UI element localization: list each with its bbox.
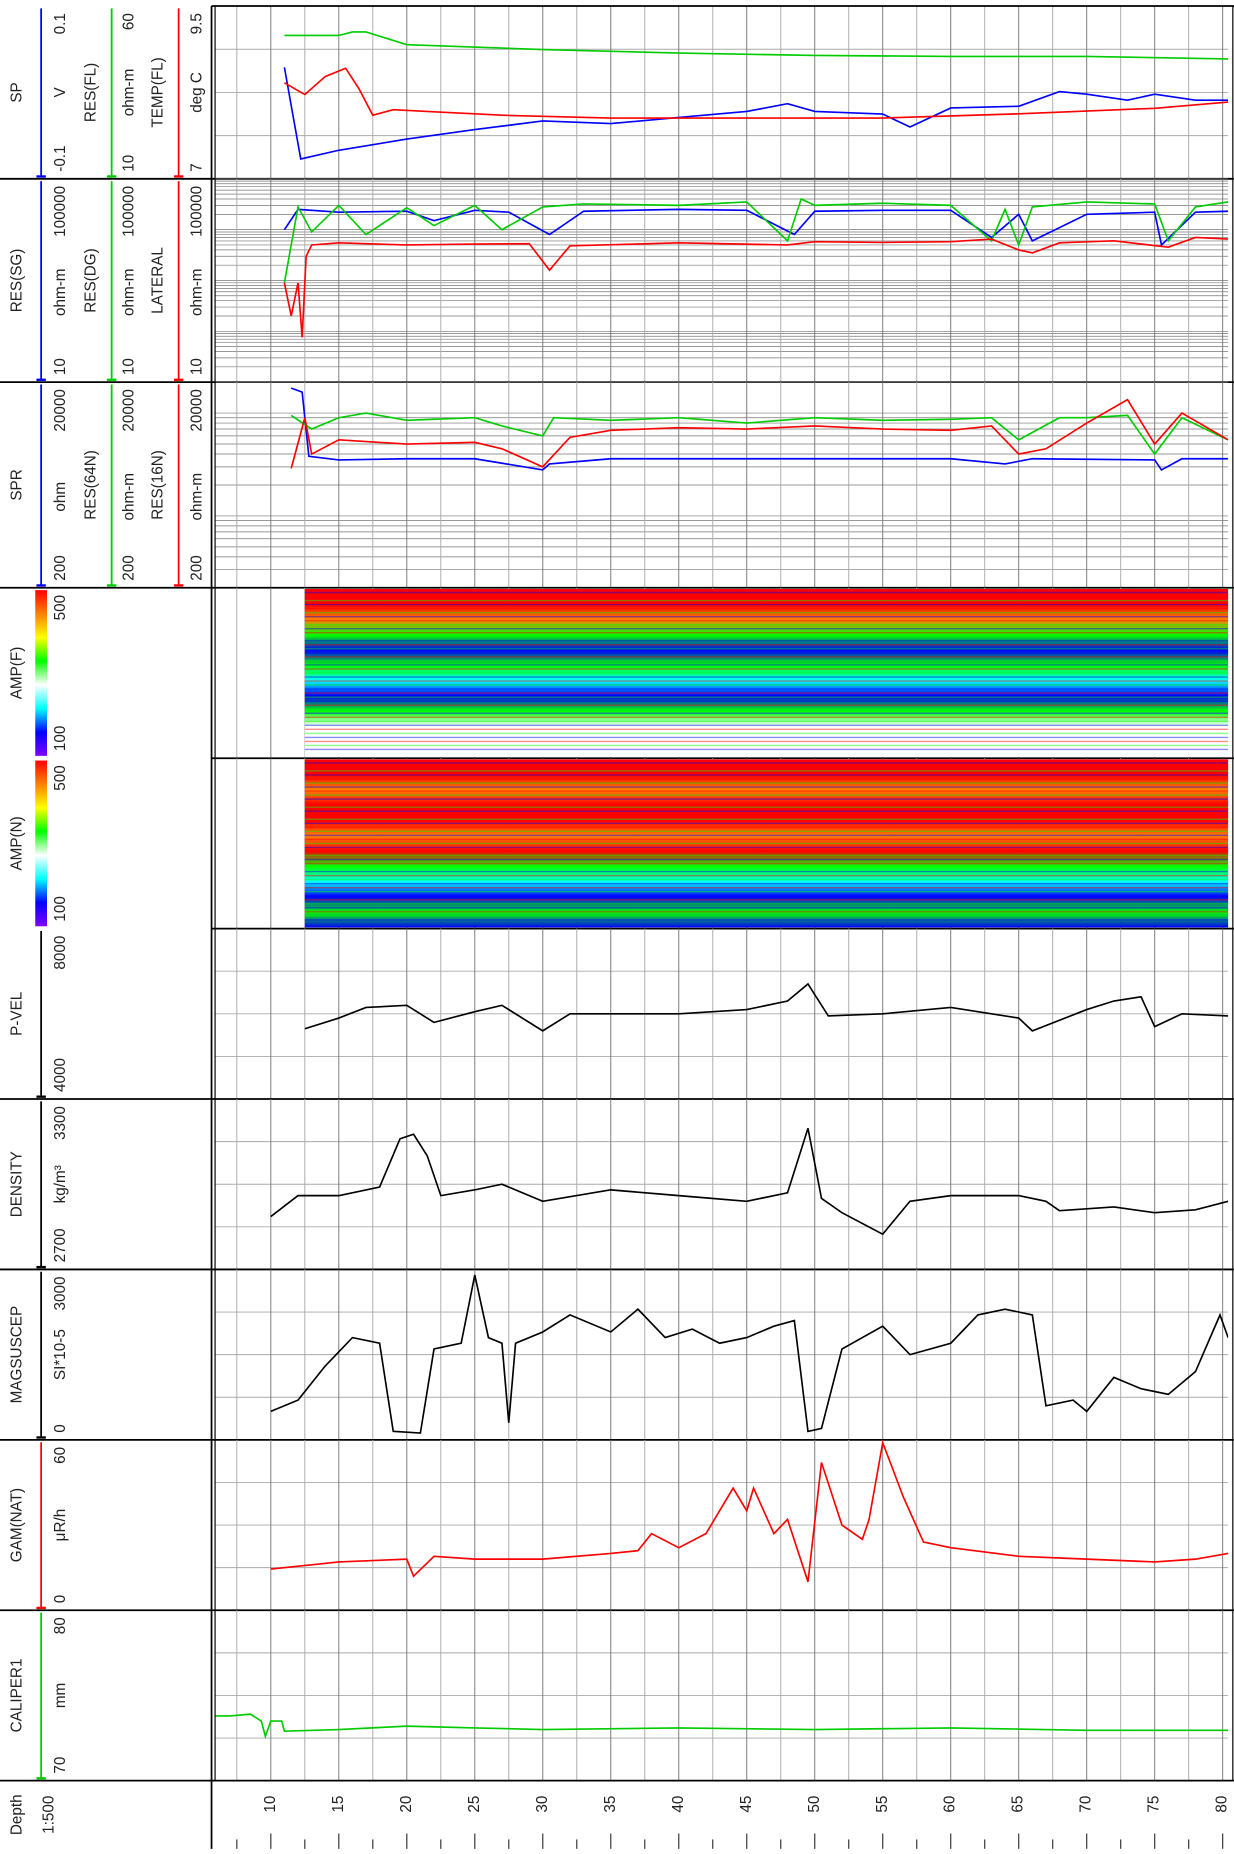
scale-max: 60 [52,1447,69,1464]
amplitude-image [304,588,1229,758]
unit: deg C [188,72,205,113]
depth-tick-label: 35 [602,1796,619,1813]
log-curve [283,67,1229,160]
scale-min: 10 [52,358,69,375]
log-curve [283,208,1229,247]
depth-tick-label: 40 [670,1796,687,1813]
scale-max: 9.5 [188,13,205,34]
curve-name: LATERAL [150,247,167,314]
log-curve [270,1439,1229,1583]
log-curve [304,982,1229,1032]
scale-max: 500 [52,595,69,620]
unit: μR/h [52,1509,69,1542]
colorbar [35,760,48,927]
scale-min: 10 [120,358,137,375]
scale-max: 500 [52,765,69,790]
scale-max: 3000 [52,1276,69,1310]
curve-name: P-VEL [9,992,26,1036]
depth-tick-label: 55 [874,1796,891,1813]
curve-name: RES(64N) [83,450,100,520]
scale-max: 3300 [52,1106,69,1140]
scale-min: 200 [52,555,69,580]
curve-name: SPR [9,469,26,500]
curve-name: SP [9,82,26,102]
log-curve [283,67,1229,119]
log-curve [270,1128,1229,1236]
depth-tick-label: 50 [806,1796,823,1813]
unit: ohm-m [52,268,69,316]
unit: ohm-m [120,69,137,117]
unit: mm [52,1683,69,1708]
depth-tick-label: 60 [942,1796,959,1813]
depth-tick-label: 20 [398,1796,415,1813]
scale-max: 100000 [120,186,137,237]
curve-name: CALIPER1 [9,1659,26,1733]
scale-max: 20000 [120,389,137,431]
curve-name: GAM(NAT) [9,1488,26,1562]
scale-min: 4000 [52,1058,69,1092]
unit: kg/m³ [52,1165,69,1203]
scale-min: 0 [52,1595,69,1603]
scale-min: 100 [52,726,69,751]
scale-min: 200 [120,555,137,580]
scale-min: 7 [188,163,205,171]
log-curve [290,412,1229,456]
log-curve [283,197,1229,283]
depth-tick-label: 70 [1078,1796,1095,1813]
unit: V [52,87,69,98]
log-curve [284,31,1229,60]
curve-name: AMP(F) [9,647,26,700]
curve-name: RES(16N) [150,450,167,520]
depth-tick-label: 80 [1214,1796,1231,1813]
scale-min: 70 [52,1757,69,1774]
amplitude-image [304,759,1229,928]
scale-min: -0.1 [52,145,69,171]
scale-min: 200 [188,555,205,580]
curve-name: AMP(N) [9,816,26,870]
scale-max: 8000 [52,936,69,970]
unit: ohm [52,482,69,512]
depth-tick-label: 45 [738,1796,755,1813]
depth-tick-label: 10 [262,1796,279,1813]
depth-tick-label: 15 [330,1796,347,1813]
scale-min: 0 [52,1424,69,1433]
scale-min: 100 [52,896,69,921]
depth-label: Depth [9,1794,26,1835]
unit: ohm-m [188,268,205,316]
curve-name: TEMP(FL) [150,57,167,127]
depth-tick-label: 30 [534,1796,551,1813]
unit: ohm-m [120,268,137,316]
scale-min: 10 [120,155,137,172]
scale-max: 20000 [52,389,69,431]
scale-max: 20000 [188,389,205,431]
scale-max: 100000 [188,186,205,237]
scale-max: 100000 [52,186,69,237]
scale-max: 0.1 [52,13,69,34]
log-curve [290,387,1229,471]
log-curve [283,236,1229,338]
unit: ohm-m [120,473,137,521]
scale-max: 80 [52,1617,69,1634]
depth-tick-label: 75 [1146,1796,1163,1813]
curve-name: RES(FL) [83,63,100,122]
curve-name: RES(SG) [9,249,26,313]
scale-max: 60 [120,13,137,30]
curve-name: DENSITY [9,1151,26,1217]
unit: ohm-m [188,473,205,521]
log-curve [215,1713,1229,1740]
scale-label: 1:500 [40,1796,57,1834]
log-curve [290,398,1229,469]
depth-tick-label: 25 [466,1796,483,1813]
scale-min: 10 [188,358,205,375]
scale-min: 2700 [52,1228,69,1262]
curve-name: MAGSUSCEP [9,1306,26,1404]
unit: SI*10-5 [52,1329,69,1380]
curve-name: RES(DG) [83,248,100,312]
depth-tick-label: 65 [1010,1796,1027,1813]
colorbar [35,590,48,756]
log-curve [270,1274,1229,1434]
